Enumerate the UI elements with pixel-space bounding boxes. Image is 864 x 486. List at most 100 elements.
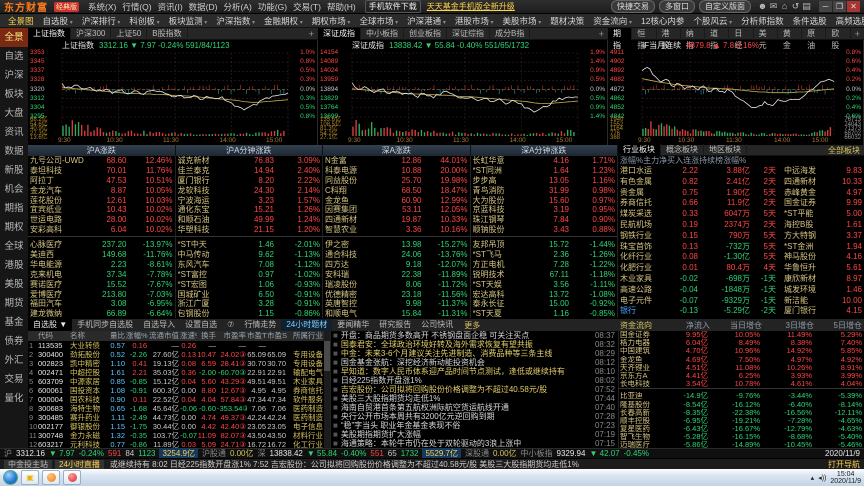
fundflow-row[interactable]: 长电科技 3.54亿 10.78% 4.61% 4.04% [618, 379, 864, 388]
nav-item-7[interactable]: 期权市场 ▾ [311, 15, 351, 26]
sidebar-item-10[interactable]: 期权 [4, 222, 24, 233]
list-row[interactable]: 和顺电气 15.84 -11.31% [323, 309, 470, 318]
list-row[interactable]: 浙江广厦 3.28 -0.91% [176, 299, 323, 309]
list-row[interactable]: 长虹华意 4.16 1.71% [471, 156, 618, 166]
mail-icon[interactable]: ✉ [769, 1, 778, 11]
chart-tab-0-3[interactable]: B股指数 [147, 27, 188, 40]
list-row[interactable]: 优德精密 23.18 -11.56% [323, 290, 470, 300]
fundflow-row[interactable]: 隆基股份 -8.54亿 -16.12% -6.40% -8.14% [618, 400, 864, 409]
fundflow-row[interactable]: 迈瑞医疗 -5.86亿 -14.89% -10.45% -5.46% [618, 441, 864, 448]
ticker-chip-0[interactable]: 中金投主站 [4, 459, 52, 469]
nav-item-5[interactable]: 沪深指数 ▾ [216, 15, 256, 26]
industry-row[interactable]: 电子元件 -0.07 -9329万 -1天 新洁能 10.00 [618, 296, 864, 307]
news-item[interactable]: ■ 早知道：数字人民币体系迎产品时间节点测试，逢低或继续持有 08:10 [330, 367, 618, 376]
industry-row[interactable]: 民航机场 0.19 2374万 2天 海控B股 1.61 [618, 220, 864, 231]
list-row[interactable]: *ST飞马 2.36 -1.26% [471, 250, 618, 260]
chart-tab-2-2[interactable]: 港股 [657, 27, 681, 50]
news-more-link[interactable]: 更多 [464, 320, 481, 330]
tray-arrow-icon[interactable]: ▴ [810, 474, 815, 482]
list-row[interactable]: 步步高 13.05 1.16% [471, 176, 618, 186]
table-row[interactable]: 8 300683 海特生物 0.65 -1.68 45.64亿 -0.06 -0.60 -353… [28, 404, 330, 413]
table-row[interactable]: 6 600061 国投资本 1.08 -0.91 600.3亿 0.00 8.80 12.67③… [28, 386, 330, 395]
nav-item-10[interactable]: 港股市场 ▾ [454, 15, 494, 26]
sidebar-item-3[interactable]: 板块 [4, 89, 24, 100]
list-row[interactable]: 泰永长征 15.00 -0.92% [471, 299, 618, 309]
list-row[interactable]: 四通新材 19.87 10.33% [323, 215, 470, 225]
list-row[interactable]: C科翔 68.50 18.47% [323, 186, 470, 196]
nav-item-9[interactable]: 沪深港通 ▾ [407, 15, 446, 26]
industry-row[interactable]: 木业家具 -0.02 -698万 -1天 康欣新材 8.97 [618, 274, 864, 285]
phone-download-button[interactable]: 手机软件下载 [364, 0, 421, 13]
toolbar-item-1[interactable]: 自选导入 [143, 320, 176, 329]
industry-tab-2[interactable]: 地区板块 [704, 144, 747, 156]
list-row[interactable]: *ST天夏 1.16 -0.85% [471, 309, 618, 318]
list-row[interactable]: 京蓝科技 3.19 0.95% [471, 205, 618, 215]
industry-row[interactable]: 贵金属 0.75 1.90亿 5天 赤峰黄金 4.97 [618, 188, 864, 199]
list-row[interactable]: 东风汽车 7.08 -1.12% [176, 260, 323, 270]
news-tab-0[interactable]: 行情走势 [244, 320, 277, 329]
sidebar-item-17[interactable]: 外汇 [4, 355, 24, 366]
list-row[interactable]: 因赛集团 53.11 12.05% [323, 205, 470, 215]
home-icon[interactable]: ⌂ [781, 1, 788, 11]
fundflow-row[interactable]: 复星医药 -6.43亿 -16.67% -12.79% -4.63% [618, 424, 864, 433]
list-row[interactable]: 美迪西 149.68 -11.76% [28, 250, 175, 260]
sidebar-item-4[interactable]: 大盘 [4, 108, 24, 119]
sidebar-item-8[interactable]: 机会 [4, 184, 24, 195]
news-item[interactable]: ■ 吉宏股份：公司拟将回购股份价格调整为不超过40.58元/股 07:52 [330, 385, 618, 394]
nav-item-16[interactable]: 分析师指数 [741, 15, 784, 26]
table-row[interactable]: 11 300748 金力永磁 1.32 -0.35 103.7亿 -0.07 11.09 82.… [28, 431, 330, 440]
watchlist-tab[interactable]: 自选股 ▼ [28, 319, 73, 331]
industry-row[interactable]: 化肥行业 0.01 80.4万 4天 华鲁恒升 5.61 [618, 263, 864, 274]
news-item[interactable]: ■ 国金基金张航：深挖经济新动能投资机会 08:12 [330, 358, 618, 367]
nav-item-6[interactable]: 金融期权 ▾ [264, 15, 303, 26]
industry-tab-1[interactable]: 概念板块 [661, 144, 704, 156]
add-tab-icon[interactable]: + [598, 28, 604, 39]
news-item[interactable]: ■ 开盘：商品期货多数高开 不锈钢盘面企稳 可关注买点 08:37 [330, 331, 618, 340]
industry-row[interactable]: 有色金属 0.82 2.41亿 2天 四通新材 10.33 [618, 177, 864, 188]
news-item[interactable]: ■ 海南自贸港首条第五航权洲际航空货运航线开通 07:40 [330, 403, 618, 412]
nav-item-14[interactable]: 12核心内参 [640, 15, 685, 26]
sidebar-item-12[interactable]: 港股 [4, 260, 24, 271]
list-row[interactable]: 宁波海运 3.23 1.57% [176, 196, 323, 206]
quick-button-0[interactable]: 快捷交易 [611, 0, 655, 13]
sidebar-item-2[interactable]: 沪深 [4, 70, 24, 81]
fundflow-label[interactable]: 资金流向 [620, 320, 652, 330]
chart-tab-2-8[interactable]: 原油 [802, 27, 827, 50]
sidebar-item-14[interactable]: 期货 [4, 298, 24, 309]
sidebar-item-7[interactable]: 新股 [4, 165, 24, 176]
nav-item-0[interactable]: 全景图 [8, 15, 34, 26]
list-row[interactable]: 智慧农业 3.36 10.16% [323, 225, 470, 235]
list-row[interactable]: 科泰电源 10.88 20.00% [323, 166, 470, 176]
list-row[interactable]: 英唐智控 9.98 -11.37% [323, 299, 470, 309]
list-row[interactable]: 四方达 9.18 -12.07% [323, 260, 470, 270]
layout-icon[interactable]: ▤ [802, 1, 811, 11]
fundflow-row[interactable]: 顺丰控股 -6.95亿 -19.21% -7.28% -4.65% [618, 416, 864, 425]
news-item[interactable]: ■ 日经225指数开盘涨1% 08:02 [330, 376, 618, 385]
menu-7[interactable]: 帮助(H) [326, 1, 356, 12]
list-row[interactable]: 金龙鱼 60.90 12.99% [323, 196, 470, 206]
list-row[interactable]: 包钢股份 1.15 -0.86% [176, 309, 323, 318]
industry-row[interactable]: 券商信托 0.66 11.9亿 2天 国金证券 9.99 [618, 198, 864, 209]
table-row[interactable]: 2 300400 劲拓股份 0.52 -2.26 27.60亿 0.13 10.47 24.02… [28, 350, 330, 359]
quick-button-1[interactable]: 多窗口 [659, 0, 695, 13]
nav-item-11[interactable]: 美股市场 ▾ [502, 15, 542, 26]
fundflow-row[interactable]: 国金证券 9.95亿 10.05% 11.49% 5.29% [618, 331, 864, 339]
news-item[interactable]: ■ “稳”字当头 职业年金基金表现不俗 07:23 [330, 421, 618, 430]
explorer-icon[interactable]: ▣ [21, 470, 39, 485]
list-row[interactable]: 龙软科技 24.30 2.14% [176, 186, 323, 196]
news-item[interactable]: ■ 美股三大股指期货均走低1% 07:44 [330, 394, 618, 403]
sidebar-item-19[interactable]: 量化 [4, 393, 24, 404]
fundflow-row[interactable]: 天齐锂业 4.51亿 11.08% 10.26% 8.91% [618, 363, 864, 372]
list-row[interactable]: 金龙汽车 8.87 10.05% [28, 186, 175, 196]
industry-row[interactable]: 化纤行业 0.08 -1.30亿 5天 神马股份 4.16 [618, 252, 864, 263]
list-row[interactable]: 友邦吊顶 15.72 -1.44% [471, 240, 618, 250]
menu-1[interactable]: 行情(Q) [122, 1, 152, 12]
list-row[interactable]: 泰坦科技 70.01 11.76% [28, 166, 175, 176]
nav-item-15[interactable]: 个股风云 ▾ [693, 15, 733, 26]
fundflow-row[interactable]: 京东方A 4.41亿 6.25% 3.93% 3.99% [618, 371, 864, 380]
industry-row[interactable]: 银行 -0.13 -5.29亿 -2天 厦门银行 4.15 [618, 306, 864, 317]
list-row[interactable]: 建龙微纳 66.89 -6.64% [28, 309, 175, 318]
toolbar-item-3[interactable]: ⑦ [227, 320, 235, 329]
chart-tab-0-1[interactable]: 沪深300 [71, 27, 112, 40]
news-item[interactable]: ■ 中金：未来3-6个月建议关注先进制造、消费品种等三条主线 08:29 [330, 349, 618, 358]
